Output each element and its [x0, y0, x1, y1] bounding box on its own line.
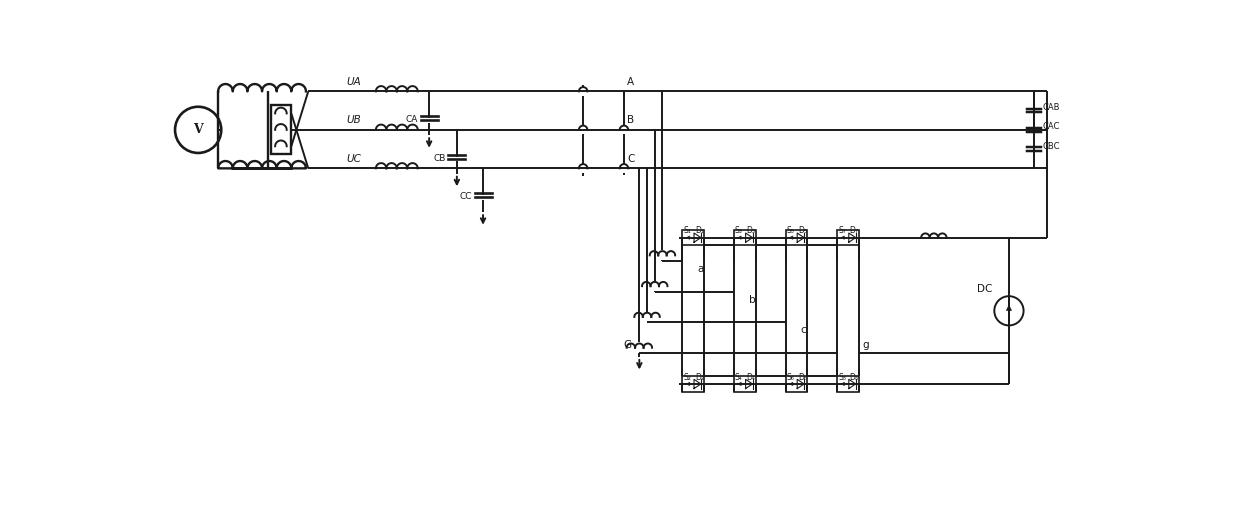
Text: S₃: S₃ — [735, 226, 743, 236]
Text: CC: CC — [460, 192, 472, 201]
Text: D₄: D₄ — [746, 373, 755, 382]
Text: S₂: S₂ — [683, 373, 691, 382]
Text: C: C — [627, 154, 635, 164]
Text: A: A — [627, 77, 634, 87]
Text: B: B — [627, 115, 634, 125]
Bar — [270, 105, 291, 154]
Bar — [837, 376, 859, 391]
Text: S₅: S₅ — [786, 226, 795, 236]
Text: UC: UC — [347, 154, 362, 164]
Text: S₈: S₈ — [838, 373, 846, 382]
Text: D₁: D₁ — [694, 226, 703, 236]
Text: c: c — [800, 326, 806, 335]
Text: S₁: S₁ — [683, 226, 691, 236]
Text: g: g — [862, 340, 868, 350]
Text: b: b — [749, 295, 755, 305]
Text: CB: CB — [434, 154, 446, 163]
Text: V: V — [193, 123, 203, 136]
Text: D₇: D₇ — [849, 226, 858, 236]
Bar — [682, 230, 704, 245]
Bar — [837, 230, 859, 245]
Bar — [682, 376, 704, 391]
Text: CBC: CBC — [1042, 142, 1059, 151]
Text: S₇: S₇ — [838, 226, 846, 236]
Text: DC: DC — [977, 284, 992, 294]
Text: D₂: D₂ — [694, 373, 704, 382]
Text: CA: CA — [405, 115, 418, 124]
Text: G: G — [624, 340, 631, 350]
Text: UA: UA — [347, 77, 362, 87]
Text: S₄: S₄ — [735, 373, 743, 382]
Text: S₆: S₆ — [786, 373, 795, 382]
Bar — [734, 230, 755, 245]
Bar — [786, 376, 807, 391]
Text: UB: UB — [347, 115, 362, 125]
Text: D₆: D₆ — [799, 373, 807, 382]
Bar — [786, 230, 807, 245]
Text: a: a — [697, 264, 703, 274]
Text: CAB: CAB — [1042, 103, 1059, 112]
Text: D₅: D₅ — [799, 226, 807, 236]
Bar — [734, 376, 755, 391]
Text: CAC: CAC — [1042, 122, 1059, 131]
Text: D₈: D₈ — [849, 373, 858, 382]
Text: D₃: D₃ — [746, 226, 755, 236]
